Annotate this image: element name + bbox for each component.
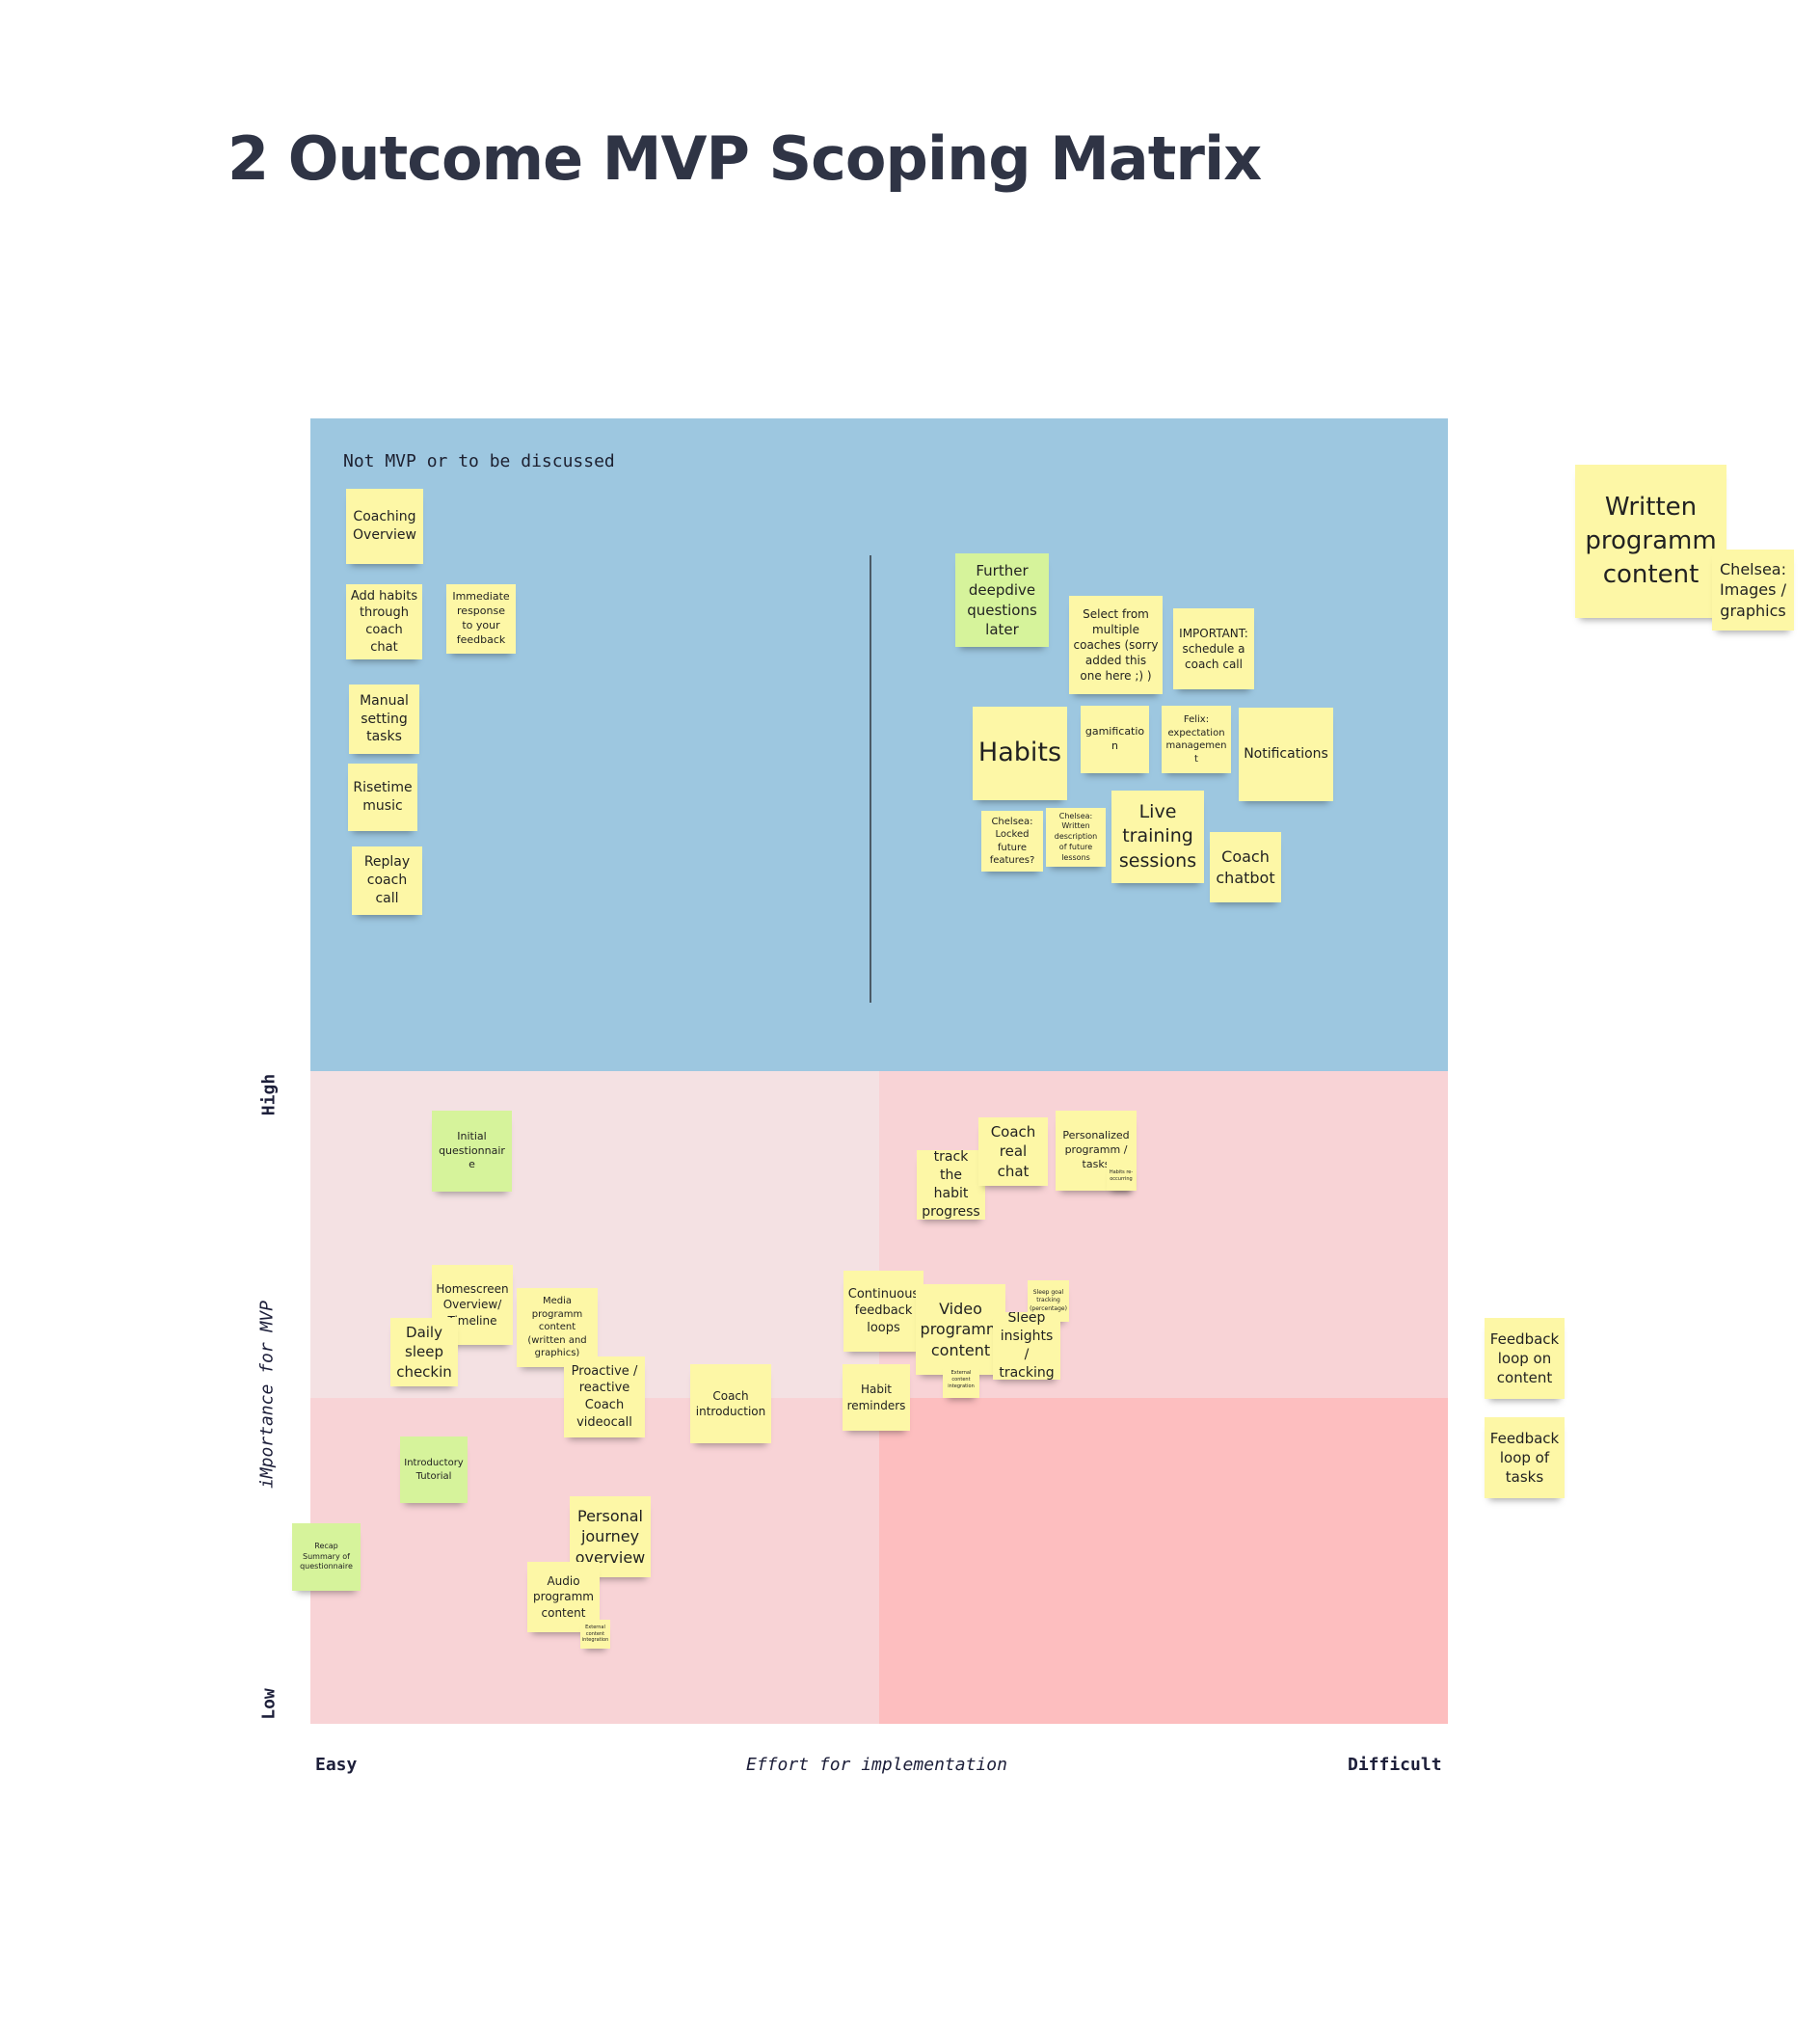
sticky-note-habit-reminders[interactable]: Habit reminders [843,1364,910,1431]
sticky-note-introductory-tutorial[interactable]: Introductory Tutorial [400,1437,468,1503]
y-axis-low-label: Low [258,1688,280,1720]
y-axis-title: iMportance for MVP [256,1300,278,1490]
sticky-note-continuous-feedback[interactable]: Continuous feedback loops [843,1271,923,1352]
sticky-note-locked-features[interactable]: Chelsea: Locked future features? [981,811,1043,872]
sticky-note-select-coaches[interactable]: Select from multiple coaches (sorry adde… [1069,596,1163,694]
sticky-note-homescreen-overview[interactable]: Homescreen Overview/ Timeline [432,1265,513,1345]
sticky-note-initial-questionnaire[interactable]: Initial questionnaire [432,1111,512,1192]
sticky-note-habits[interactable]: Habits [973,707,1067,800]
sticky-note-daily-checkin[interactable]: Daily sleep checkin [390,1318,458,1386]
sticky-note-replay-call[interactable]: Replay coach call [352,846,422,915]
sticky-note-risetime-music[interactable]: Risetime music [348,764,417,831]
sticky-note-recap-summary[interactable]: Recap Summary of questionnaire [292,1523,361,1591]
sticky-note-external-integration-video[interactable]: External content integration [943,1362,979,1398]
sticky-note-feedback-content[interactable]: Feedback loop on content [1485,1318,1565,1399]
sticky-note-future-lessons[interactable]: Chelsea: Written description of future l… [1046,808,1106,867]
sticky-note-feedback-tasks[interactable]: Feedback loop of tasks [1485,1417,1565,1498]
sticky-note-schedule-call[interactable]: IMPORTANT: schedule a coach call [1173,608,1254,689]
sticky-note-habit-recurring[interactable]: Habits re-occurring [1107,1162,1136,1191]
sticky-note-written-content[interactable]: Written programm content [1575,465,1726,618]
sticky-note-proactive-videocall[interactable]: Proactive / reactive Coach videocall [564,1356,645,1437]
sticky-note-coach-chatbot[interactable]: Coach chatbot [1210,832,1281,902]
sticky-note-notifications[interactable]: Notifications [1239,708,1333,801]
sticky-note-external-integration-audio[interactable]: External content integration [580,1620,610,1649]
x-axis-title: Effort for implementation [746,1755,1007,1775]
zone-divider-line [870,555,871,1003]
sticky-note-chelsea-images[interactable]: Chelsea: Images / graphics [1712,550,1794,631]
sticky-note-felix-expectation[interactable]: Felix: expectation management [1162,706,1231,773]
sticky-note-coaching-overview[interactable]: Coaching Overview [346,489,423,564]
not-mvp-zone-label: Not MVP or to be discussed [343,451,615,471]
quadrant-low-importance-difficult [879,1398,1448,1724]
sticky-note-media-content[interactable]: Media programm content (written and grap… [517,1288,598,1367]
sticky-note-add-habits[interactable]: Add habits through coach chat [346,584,422,659]
sticky-note-coach-introduction[interactable]: Coach introduction [690,1364,771,1443]
sticky-note-immediate-response[interactable]: Immediate response to your feedback [446,584,516,654]
page-title: 2 Outcome MVP Scoping Matrix [228,123,1262,194]
sticky-note-video-content[interactable]: Video programm content [916,1284,1005,1375]
x-axis-difficult-label: Difficult [1348,1755,1442,1775]
sticky-note-gamification[interactable]: gamification [1081,706,1149,773]
sticky-note-track-habit[interactable]: track the habit progress [917,1150,985,1220]
sticky-note-manual-tasks[interactable]: Manual setting tasks [349,685,419,754]
y-axis-high-label: High [258,1073,280,1116]
sticky-note-further-questions[interactable]: Further deepdive questions later [955,553,1049,647]
sticky-note-live-training[interactable]: Live training sessions [1111,791,1204,883]
x-axis-easy-label: Easy [315,1755,358,1775]
sticky-note-sleep-insights[interactable]: Sleep insights / tracking [993,1312,1060,1380]
sticky-note-coach-real-chat[interactable]: Coach real chat [978,1117,1048,1186]
